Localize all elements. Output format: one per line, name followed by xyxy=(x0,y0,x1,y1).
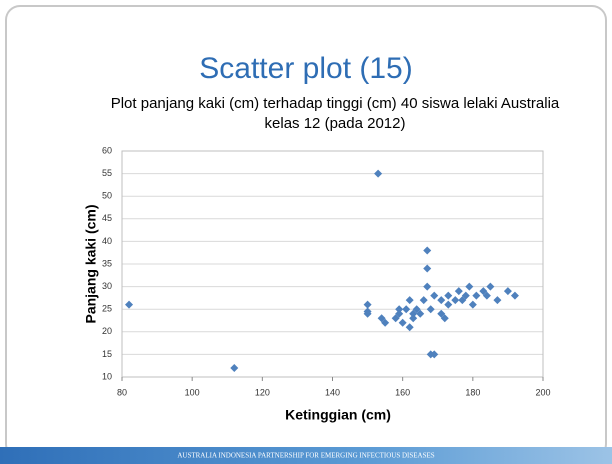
x-axis-label: Ketinggian (cm) xyxy=(285,407,391,423)
point xyxy=(377,314,386,323)
point xyxy=(363,300,372,309)
x-tick-label: 120 xyxy=(255,387,270,397)
point xyxy=(416,309,425,318)
y-tick-label: 30 xyxy=(102,281,112,291)
point xyxy=(426,305,435,314)
point xyxy=(423,264,432,273)
point xyxy=(230,363,239,372)
point xyxy=(395,305,404,314)
point xyxy=(125,300,134,309)
x-tick-label: 200 xyxy=(535,387,550,397)
y-tick-label: 60 xyxy=(102,145,112,155)
y-tick-label: 45 xyxy=(102,213,112,223)
point xyxy=(391,314,400,323)
point xyxy=(405,296,414,305)
x-tick-label: 80 xyxy=(117,387,127,397)
point xyxy=(381,318,390,327)
point xyxy=(402,305,411,314)
point xyxy=(409,309,418,318)
y-tick-label: 40 xyxy=(102,236,112,246)
point xyxy=(423,246,432,255)
point xyxy=(444,300,453,309)
chart-title: Plot panjang kaki (cm) terhadap tinggi (… xyxy=(110,95,560,132)
point xyxy=(503,287,512,296)
point xyxy=(430,291,439,300)
y-tick-label: 55 xyxy=(102,168,112,178)
point xyxy=(454,287,463,296)
point xyxy=(437,296,446,305)
point xyxy=(444,291,453,300)
x-tick-label: 180 xyxy=(465,387,480,397)
point xyxy=(451,296,460,305)
y-tick-label: 20 xyxy=(102,326,112,336)
point xyxy=(493,296,502,305)
footer-text: AUSTRALIA INDONESIA PARTNERSHIP FOR EMER… xyxy=(177,452,434,460)
x-tick-label: 140 xyxy=(325,387,340,397)
point xyxy=(458,296,467,305)
point xyxy=(468,300,477,309)
y-tick-label: 15 xyxy=(102,349,112,359)
point xyxy=(409,314,418,323)
y-axis-label: Panjang kaki (cm) xyxy=(83,204,99,323)
x-tick-label: 160 xyxy=(395,387,410,397)
point xyxy=(374,169,383,178)
point xyxy=(423,282,432,291)
point xyxy=(437,309,446,318)
point xyxy=(472,291,481,300)
point xyxy=(510,291,519,300)
y-tick-label: 50 xyxy=(102,191,112,201)
slide-title: Scatter plot (15) xyxy=(199,52,412,85)
y-tick-label: 25 xyxy=(102,304,112,314)
point xyxy=(479,287,488,296)
y-tick-label: 35 xyxy=(102,258,112,268)
point xyxy=(419,296,428,305)
point xyxy=(461,291,470,300)
point xyxy=(486,282,495,291)
point xyxy=(398,318,407,327)
footer-bar xyxy=(0,447,612,464)
y-tick-label: 10 xyxy=(102,371,112,381)
point xyxy=(430,350,439,359)
x-tick-label: 100 xyxy=(185,387,200,397)
point xyxy=(482,291,491,300)
point xyxy=(440,314,449,323)
point xyxy=(395,309,404,318)
point xyxy=(405,323,414,332)
point xyxy=(363,309,372,318)
point xyxy=(465,282,474,291)
point xyxy=(412,305,421,314)
